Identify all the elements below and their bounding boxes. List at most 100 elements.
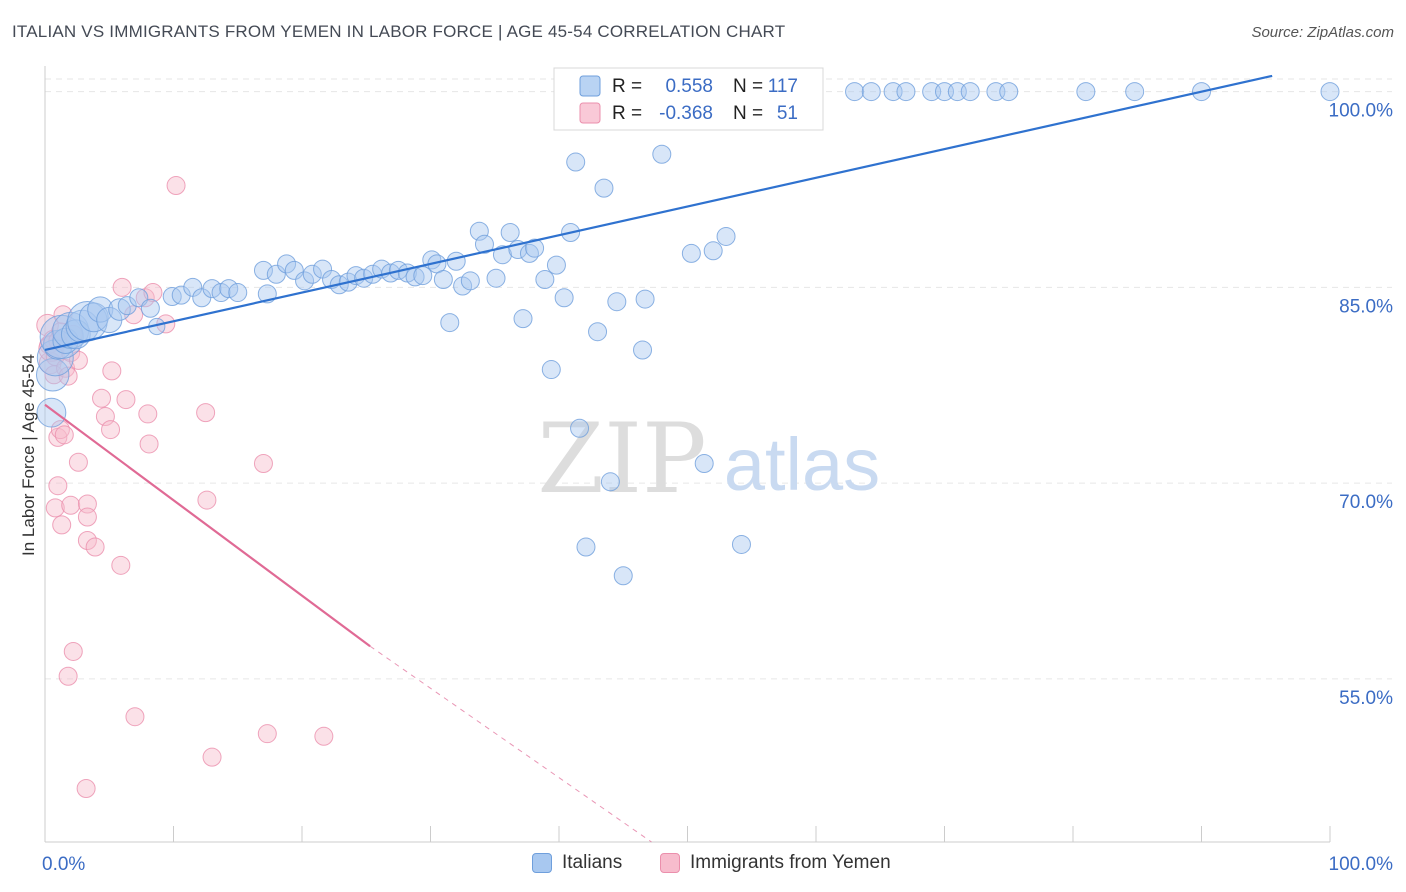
legend-n-label-italians: N =	[733, 76, 763, 97]
series-yemen-points	[36, 176, 334, 798]
point-yemen	[54, 425, 74, 445]
bottom-legend-yemen[interactable]: Immigrants from Yemen	[660, 852, 891, 874]
point-yemen	[143, 283, 163, 303]
point-yemen	[52, 515, 72, 535]
point-italians	[266, 264, 286, 284]
point-italians	[861, 82, 881, 102]
trend-lines	[44, 74, 1273, 843]
point-italians	[440, 313, 460, 333]
point-italians	[413, 266, 433, 286]
trend-line-yemen	[44, 403, 371, 648]
point-italians	[513, 309, 533, 329]
x-tick-label-max: 100.0%	[1329, 854, 1394, 875]
chart-title: ITALIAN VS IMMIGRANTS FROM YEMEN IN LABO…	[12, 22, 786, 41]
point-yemen	[166, 176, 186, 196]
legend-r-value-yemen: -0.368	[659, 103, 713, 124]
point-italians	[652, 144, 672, 164]
point-italians	[284, 260, 304, 280]
bottom-legend-italians-label: Italians	[562, 852, 623, 873]
point-italians	[171, 285, 191, 305]
bottom-legend-yemen-label: Immigrants from Yemen	[690, 852, 891, 873]
y-tick-label: 55.0%	[1339, 688, 1393, 709]
point-italians	[703, 241, 723, 261]
point-yemen	[45, 498, 65, 518]
x-tick-labels: 0.0% 100.0%	[42, 854, 1393, 875]
point-italians	[535, 270, 555, 290]
source-credit: Source: ZipAtlas.com	[1251, 24, 1394, 41]
point-italians	[87, 296, 114, 323]
legend-n-label-yemen: N =	[733, 103, 763, 124]
x-tick-label-min: 0.0%	[42, 854, 85, 875]
legend-r-label-italians: R =	[612, 76, 642, 97]
point-italians	[1076, 82, 1096, 102]
point-yemen	[68, 452, 88, 472]
point-yemen	[61, 495, 81, 515]
watermark-atlas: atlas	[724, 423, 880, 506]
axes	[44, 66, 1331, 843]
point-yemen	[85, 537, 105, 557]
point-yemen	[48, 476, 68, 496]
point-italians	[474, 234, 494, 254]
point-yemen	[116, 390, 136, 410]
point-italians	[588, 322, 608, 342]
stats-legend: R = 0.558 N = 117 R = -0.368 N = 51	[553, 67, 824, 131]
point-italians	[302, 264, 322, 284]
point-yemen	[112, 277, 132, 297]
legend-swatch-yemen	[579, 102, 601, 124]
point-yemen	[58, 366, 78, 386]
legend-swatch-italians	[579, 75, 601, 97]
point-italians	[554, 288, 574, 308]
legend-n-value-italians: 117	[768, 76, 798, 97]
legend-r-label-yemen: R =	[612, 103, 642, 124]
point-yemen	[202, 747, 222, 767]
point-italians	[566, 152, 586, 172]
point-italians	[460, 271, 480, 291]
point-yemen	[314, 726, 334, 746]
point-italians	[546, 255, 566, 275]
point-italians	[253, 260, 273, 280]
point-yemen	[50, 420, 70, 440]
yemen-swatch-icon	[660, 853, 680, 873]
point-yemen	[197, 490, 217, 510]
point-italians	[635, 289, 655, 309]
point-italians	[594, 178, 614, 198]
watermark: ZIP atlas	[537, 403, 880, 515]
point-yemen	[102, 361, 122, 381]
point-yemen	[77, 507, 97, 527]
point-italians	[519, 243, 539, 263]
point-yemen	[139, 434, 159, 454]
italians-swatch-icon	[532, 853, 552, 873]
point-italians	[1125, 82, 1145, 102]
y-axis-label: In Labor Force | Age 45-54	[19, 354, 38, 556]
point-italians	[277, 254, 297, 274]
point-italians	[570, 418, 590, 438]
point-italians	[576, 537, 596, 557]
point-italians	[613, 566, 633, 586]
point-italians	[633, 340, 653, 360]
point-yemen	[58, 666, 78, 686]
point-italians	[500, 223, 520, 243]
y-tick-label: 85.0%	[1339, 296, 1393, 317]
point-italians	[896, 82, 916, 102]
point-italians	[486, 268, 506, 288]
point-italians	[117, 296, 137, 316]
point-yemen	[111, 555, 131, 575]
point-italians	[219, 279, 239, 299]
watermark-zip: ZIP	[537, 403, 706, 515]
point-italians	[716, 226, 736, 246]
point-yemen	[68, 350, 88, 370]
point-yemen	[196, 403, 216, 423]
trend-line-italians	[44, 74, 1273, 352]
point-italians	[228, 283, 248, 303]
point-yemen	[138, 404, 158, 424]
point-italians	[202, 279, 222, 299]
point-italians	[999, 82, 1019, 102]
point-italians	[140, 298, 160, 318]
point-yemen	[101, 420, 121, 440]
point-yemen	[77, 494, 97, 514]
point-italians	[36, 397, 67, 428]
bottom-legend-italians[interactable]: Italians	[532, 852, 622, 874]
point-italians	[525, 238, 545, 258]
point-yemen	[253, 454, 273, 474]
